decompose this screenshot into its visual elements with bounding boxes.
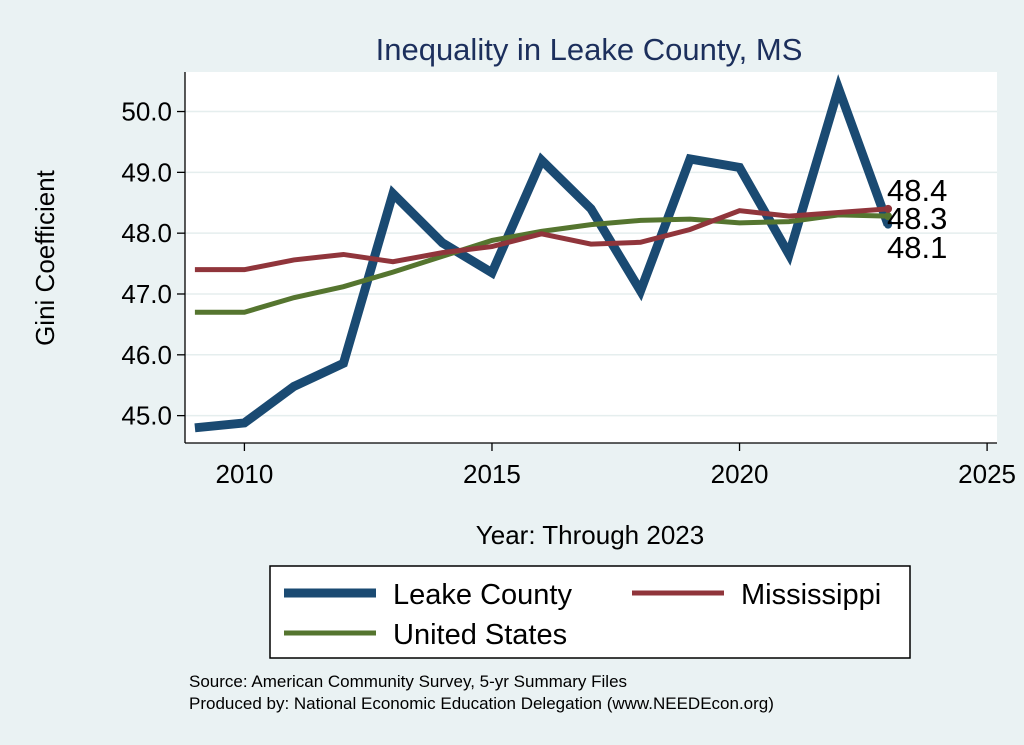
end-value-label: 48.1 [887,230,947,265]
x-tick-label: 2010 [215,459,273,489]
y-axis-label: Gini Coefficient [30,169,60,346]
series-line-mississippi [194,206,889,273]
legend-label-united-states: United States [393,619,567,651]
chart-title: Inequality in Leake County, MS [376,32,803,67]
legend-label-leake-county: Leake County [393,579,572,611]
legend-box [269,565,911,659]
end-value-label: 48.3 [887,201,947,236]
x-axis-label: Year: Through 2023 [476,520,704,550]
x-tick-label: 2025 [958,459,1016,489]
y-tick-label: 47.0 [121,279,172,309]
y-tick-label: 45.0 [121,401,172,431]
end-point-united-states [884,212,893,221]
end-point-mississippi [884,204,893,213]
y-tick-labels: 45.0 46.0 47.0 48.0 49.0 50.0 [121,97,172,431]
x-tick-label: 2020 [711,459,769,489]
axes [177,72,997,451]
y-tick-label: 48.0 [121,218,172,248]
end-point-leake-county [884,220,893,229]
legend-label-mississippi: Mississippi [741,579,881,611]
series-lines [194,74,893,433]
x-tick-labels: 2010 2015 2020 2025 [215,459,1016,489]
y-tick-label: 46.0 [121,340,172,370]
end-value-label: 48.4 [887,173,947,208]
y-tick-label: 50.0 [121,97,172,127]
end-labels: 48.448.348.1 [887,173,947,265]
source-note: Source: American Community Survey, 5-yr … [189,672,627,691]
y-tick-label: 49.0 [121,157,172,187]
produced-by-note: Produced by: National Economic Education… [189,694,774,713]
x-tick-label: 2015 [463,459,521,489]
series-line-leake-county [194,74,893,433]
